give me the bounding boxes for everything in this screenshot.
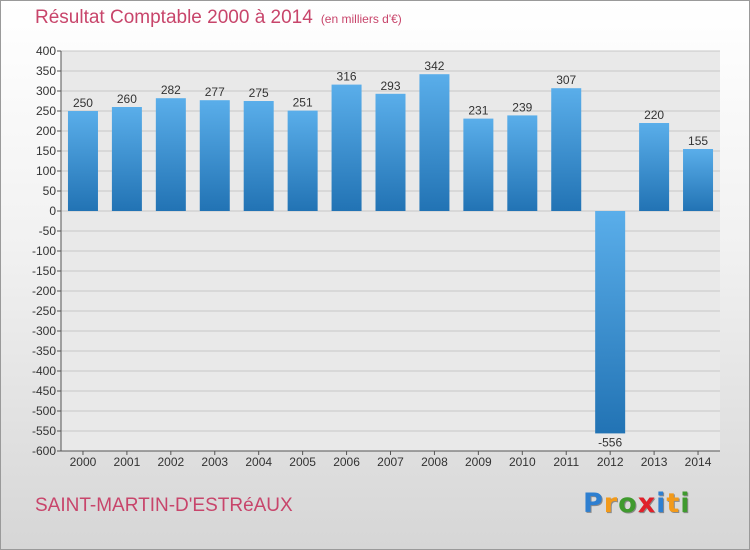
bar	[375, 93, 406, 211]
y-tick-label: -500	[32, 404, 56, 418]
y-tick-label: -400	[32, 364, 56, 378]
y-tick-label: -300	[32, 324, 56, 338]
proxiti-logo: Proxiti	[583, 488, 691, 519]
x-tick-label: 2003	[201, 455, 228, 469]
title-text: Résultat Comptable 2000 à 2014	[35, 7, 313, 28]
y-tick-label: 350	[36, 64, 56, 78]
bar	[111, 107, 142, 211]
bar	[551, 88, 582, 211]
y-tick-label: 100	[36, 164, 56, 178]
y-tick-label: -250	[32, 304, 56, 318]
data-label: 342	[424, 59, 444, 73]
x-tick-label: 2011	[553, 455, 579, 469]
bar	[463, 118, 494, 211]
x-tick-label: 2008	[421, 455, 448, 469]
x-tick-label: 2005	[289, 455, 316, 469]
logo-letter: i	[680, 488, 691, 519]
x-tick-label: 2004	[245, 455, 272, 469]
data-label: 282	[161, 83, 181, 97]
y-tick-label: -200	[32, 284, 56, 298]
chart-subtitle: (en milliers d'€)	[320, 12, 402, 26]
chart-title: Résultat Comptable 2000 à 2014 (en millie…	[35, 7, 402, 29]
data-label: -556	[598, 435, 622, 449]
x-tick-label: 2001	[114, 455, 141, 469]
data-label: 231	[468, 104, 488, 118]
x-tick-label: 2000	[70, 455, 97, 469]
x-tick-label: 2002	[157, 455, 184, 469]
bar	[507, 115, 538, 211]
data-label: 293	[380, 79, 400, 93]
logo-letter: t	[666, 488, 681, 519]
y-tick-label: 400	[36, 44, 56, 58]
logo-letter: i	[656, 488, 667, 519]
bar	[155, 98, 186, 211]
bar	[419, 74, 450, 211]
data-label: 275	[249, 86, 269, 100]
y-tick-label: -50	[39, 224, 57, 238]
logo-letter: x	[637, 488, 657, 519]
y-tick-label: 300	[36, 84, 56, 98]
bar	[595, 211, 626, 434]
data-label: 251	[293, 96, 313, 110]
x-tick-label: 2010	[509, 455, 536, 469]
y-tick-label: 0	[49, 204, 56, 218]
data-label: 220	[644, 108, 664, 122]
y-tick-label: -100	[32, 244, 56, 258]
y-tick-label: 50	[43, 184, 57, 198]
data-label: 250	[73, 96, 93, 110]
logo-letter: P	[583, 488, 604, 519]
x-tick-label: 2009	[465, 455, 492, 469]
bar	[243, 101, 274, 211]
bar	[683, 149, 714, 211]
x-tick-label: 2013	[641, 455, 668, 469]
y-tick-label: -600	[32, 444, 56, 458]
y-tick-label: 200	[36, 124, 56, 138]
y-tick-label: 250	[36, 104, 56, 118]
y-tick-label: -550	[32, 424, 56, 438]
bar	[639, 123, 670, 211]
data-label: 307	[556, 73, 576, 87]
y-tick-label: -150	[32, 264, 56, 278]
bar	[199, 100, 230, 211]
bar	[67, 111, 98, 211]
data-label: 155	[688, 134, 708, 148]
logo-letter: r	[603, 488, 619, 519]
x-tick-label: 2012	[597, 455, 624, 469]
logo-letter: o	[618, 488, 638, 519]
bar	[331, 84, 362, 211]
data-label: 277	[205, 85, 225, 99]
bar	[287, 110, 318, 211]
y-tick-label: -350	[32, 344, 56, 358]
data-label: 239	[512, 100, 532, 114]
y-tick-label: 150	[36, 144, 56, 158]
data-label: 316	[337, 70, 357, 84]
x-tick-label: 2014	[685, 455, 712, 469]
y-tick-label: -450	[32, 384, 56, 398]
data-label: 260	[117, 92, 137, 106]
place-name: SAINT-MARTIN-D'ESTRéAUX	[35, 495, 293, 516]
x-tick-label: 2006	[333, 455, 360, 469]
x-tick-label: 2007	[377, 455, 404, 469]
